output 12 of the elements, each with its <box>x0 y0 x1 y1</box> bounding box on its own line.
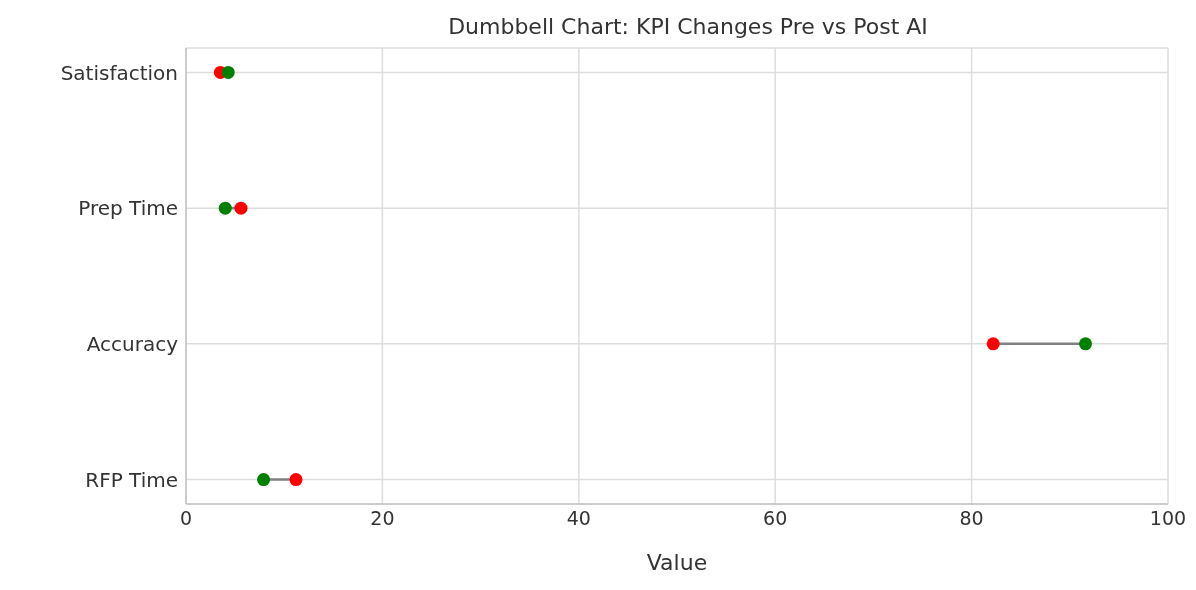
x-tick-label: 80 <box>959 507 984 530</box>
x-tick-label: 20 <box>370 507 395 530</box>
y-tick-label: Prep Time <box>78 196 178 221</box>
chart-title: Dumbbell Chart: KPI Changes Pre vs Post AI <box>447 13 929 41</box>
x-tick-label: 0 <box>179 507 193 530</box>
x-tick-label: 100 <box>1149 507 1187 530</box>
y-tick-label: Accuracy <box>86 331 179 356</box>
y-tick-label: RFP Time <box>85 467 178 492</box>
x-tick-label: 60 <box>763 507 788 530</box>
x-tick-label: 40 <box>566 507 591 530</box>
x-axis-title: Value <box>646 550 708 575</box>
y-tick-label: Satisfaction <box>60 60 178 85</box>
